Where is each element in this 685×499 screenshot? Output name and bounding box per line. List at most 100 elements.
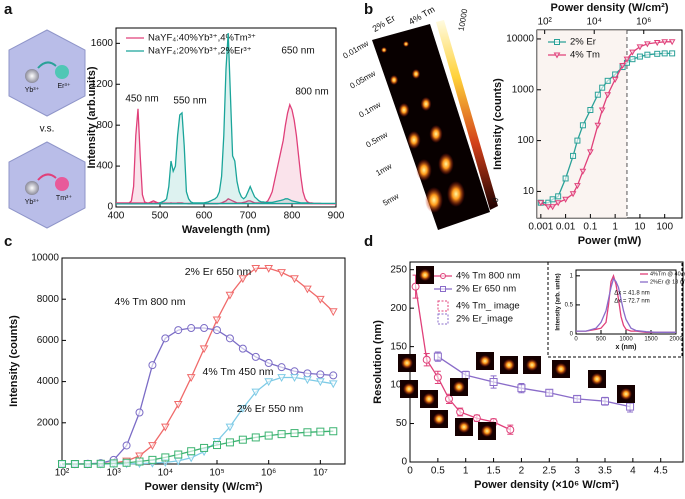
series-line [576,277,676,333]
marker [654,50,661,57]
marker [251,433,260,442]
inset-frame [547,261,683,358]
marker [611,76,619,83]
psf-spot [423,393,435,405]
marker [213,326,222,335]
series-label: 4% Tm 800 nm [114,296,185,308]
marker [328,380,338,389]
y-axis-label: Intensity (counts) [8,315,20,407]
marker [148,442,157,450]
y-tick-label: 6000 [37,335,60,346]
power-label: 0.05mw [348,69,377,91]
marker [668,39,676,46]
marker [148,361,157,370]
marker [251,265,261,273]
marker [644,41,651,48]
marker [445,394,453,403]
marker [549,204,557,211]
marker [629,49,636,56]
marker [636,44,644,51]
marker [238,275,248,284]
legend-label: 4% Tm [570,50,600,61]
legend-image-box [437,313,449,325]
x-tick-label: 0.1 [583,222,597,233]
ion [25,181,39,195]
psf-spot [458,421,470,433]
psf-spot [555,363,567,375]
emission-spot [398,103,410,117]
series-label: 4% Tm 450 nm [202,366,273,378]
marker [489,378,498,386]
legend-label: 2% Er [570,37,596,48]
column-label: 2% Er [371,13,397,34]
marker [83,460,92,468]
y-tick-label: 10 [523,186,535,197]
marker [225,438,234,447]
ion-label: Er³⁺ [57,83,70,90]
marker [160,423,170,432]
x2-tick-label: 10⁶ [636,17,651,28]
marker [329,427,338,436]
psf-spot [481,425,493,437]
marker [619,63,626,70]
marker [122,458,131,467]
x-axis-label: Power density (W/cm²) [145,481,263,493]
x-tick-label: 500 [596,337,607,343]
marker [574,183,581,190]
legend-label: NaYF₄:40%Yb³⁺,4%Tm³⁺ [148,33,256,44]
marker [549,196,556,203]
x-tick-label: 0.001 [528,222,553,233]
x-axis-label: x (nm) [616,344,637,351]
colorbar-label: 0 [491,196,501,202]
x-tick-label: 900 [328,211,345,222]
x2-tick-label: 10⁴ [587,17,602,28]
emission-spot [389,75,399,85]
legend-label: 4% Tm 800 nm [456,271,520,282]
y-tick-label: 150 [390,341,407,352]
legend-label: 4%Tm @ 40 mW [650,271,685,277]
marker [238,344,247,353]
y-tick-label: 0 [401,457,407,468]
marker [303,428,312,437]
ion [55,177,69,191]
marker [186,374,196,383]
y-tick-label: 400 [96,161,113,172]
y-tick-label: 100 [390,380,407,391]
emission-spot [416,159,432,181]
x-tick-label: 0.01 [556,222,576,233]
marker [601,397,609,406]
y-axis-label: Intensity (arb.units) [86,66,98,168]
y-tick-label: 0 [107,202,113,213]
y-tick-label: 1 [570,273,574,279]
marker [604,77,611,84]
marker [328,308,338,317]
marker [544,204,552,211]
psf-spot [591,373,603,385]
x-tick-label: 700 [240,211,257,222]
series-line [62,376,334,465]
emission-spot [447,181,465,207]
emission-spot [420,97,432,111]
legend-image-box [437,300,449,312]
marker [472,414,481,423]
marker [661,50,668,57]
marker [135,408,144,417]
marker [579,122,586,129]
plot-frame [115,27,337,208]
psf-spot [433,413,445,425]
y-tick-label: 2000 [37,417,60,428]
x-tick-label: 1000 [619,337,633,343]
annotation: 800 nm [295,87,328,98]
legend-marker [554,39,560,45]
series-line [62,327,334,465]
emission-spot [407,131,421,149]
x-tick-label: 500 [152,211,169,222]
marker [623,56,631,63]
emission-spot [381,47,387,53]
ion [25,69,39,83]
x-tick-label: 3 [574,466,580,477]
emission-spot [429,125,443,143]
image-stack [372,24,490,230]
marker [653,40,661,47]
